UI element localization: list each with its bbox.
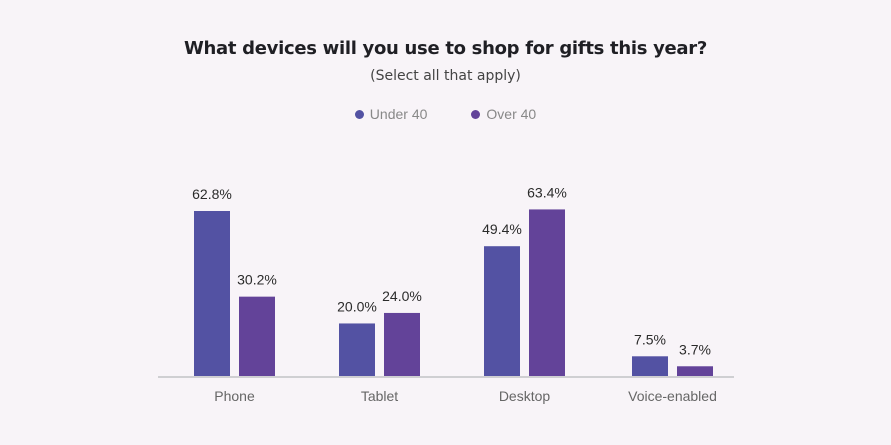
bar-desktop-under-40[interactable]: [484, 246, 520, 376]
bar-tablet-under-40[interactable]: [339, 323, 375, 376]
data-label: 62.8%: [192, 186, 232, 202]
bar-phone-under-40[interactable]: [194, 211, 230, 376]
legend: Under 40 Over 40: [0, 106, 891, 122]
data-label: 7.5%: [634, 331, 666, 347]
legend-dot-under-40-icon: [354, 109, 364, 119]
data-label: 30.2%: [237, 272, 277, 288]
data-label: 20.0%: [337, 298, 377, 314]
bar-voice-enabled-under-40[interactable]: [632, 356, 668, 376]
chart-title: What devices will you use to shop for gi…: [183, 38, 707, 59]
data-label: 63.4%: [527, 184, 567, 200]
legend-item-under-40[interactable]: Under 40: [354, 106, 428, 122]
bar-desktop-over-40[interactable]: [529, 209, 565, 376]
x-tick-label: Voice-enabled: [628, 388, 717, 404]
bar-tablet-over-40[interactable]: [384, 312, 420, 376]
legend-dot-over-40-icon: [471, 109, 481, 119]
data-label: 3.7%: [679, 341, 711, 357]
legend-label-over-40: Over 40: [486, 106, 537, 122]
bar-voice-enabled-over-40[interactable]: [677, 366, 713, 376]
data-label: 24.0%: [382, 288, 422, 304]
legend-label-under-40: Under 40: [369, 106, 428, 122]
bar-phone-over-40[interactable]: [239, 296, 275, 376]
chart-subtitle: (Select all that apply): [370, 68, 521, 84]
legend-item-over-40[interactable]: Over 40: [471, 106, 536, 122]
x-tick-label: Desktop: [499, 388, 551, 404]
x-tick-label: Tablet: [361, 388, 398, 404]
x-tick-label: Phone: [214, 388, 255, 404]
data-label: 49.4%: [482, 221, 522, 237]
